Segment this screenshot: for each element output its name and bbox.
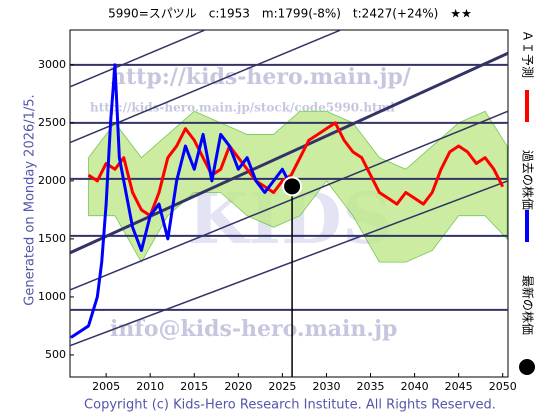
y-tick-label: 1500: [38, 232, 66, 245]
x-tick-label: 2040: [401, 380, 429, 393]
x-tick-label: 2010: [136, 380, 164, 393]
y-tick-label: 3000: [38, 58, 66, 71]
watermark: http://kids-hero.main.jp/: [110, 64, 412, 90]
trend-line: [70, 180, 508, 347]
trend-line: [70, 30, 343, 144]
trend-line: [70, 110, 508, 291]
x-tick-label: 2020: [224, 380, 252, 393]
watermark: info@kids-hero.main.jp: [110, 316, 397, 342]
legend-label: 最新の株価: [521, 275, 536, 335]
legend-label: 過去の株価: [521, 150, 536, 210]
trend-line: [70, 51, 508, 255]
x-tick-label: 2050: [489, 380, 517, 393]
y-axis-label: Generated on Monday 2026/1/5.: [23, 94, 38, 305]
x-tick-label: 2035: [357, 380, 385, 393]
y-tick-label: 2000: [38, 174, 66, 187]
x-tick-label: 2045: [445, 380, 473, 393]
x-tick-label: 2015: [180, 380, 208, 393]
x-tick-label: 2030: [312, 380, 340, 393]
series-line: [87, 121, 505, 218]
footer: Copyright (c) Kids-Hero Research Institu…: [84, 398, 496, 413]
legend-label: ＡＩ予測: [521, 30, 535, 78]
plot: http://kids-hero.main.jp/http://kids-her…: [70, 30, 508, 377]
chart-title: 5990=スパツル c:1953 m:1799(-8%) t:2427(+24%…: [108, 7, 472, 21]
y-tick-label: 2500: [38, 116, 66, 129]
x-tick-label: 2025: [268, 380, 296, 393]
y-tick-label: 500: [45, 348, 66, 361]
legend-swatch: [519, 359, 535, 375]
series-line: [70, 63, 293, 339]
watermark: http://kids-hero.main.jp/stock/code5990.…: [90, 101, 395, 115]
current-point: [282, 176, 303, 197]
trend-line: [70, 30, 207, 88]
y-tick-label: 1000: [38, 290, 66, 303]
x-tick-label: 2005: [92, 380, 120, 393]
